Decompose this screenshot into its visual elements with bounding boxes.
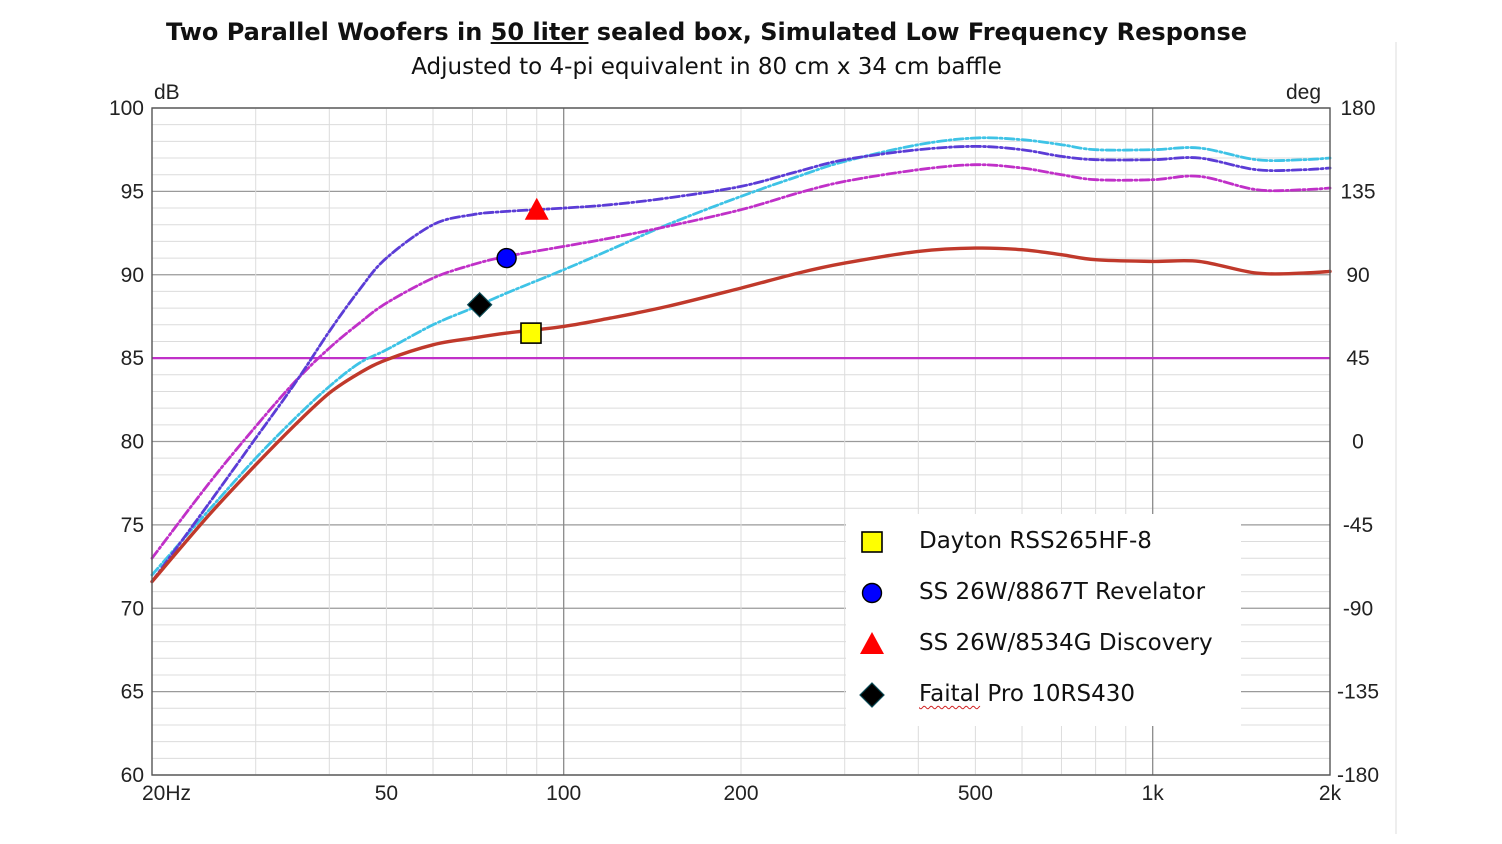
curve-dayton-rss265hf-8 [150,246,1332,584]
title-part-underlined: 50 liter [490,18,589,46]
legend-marker-dayton-rss265hf-8 [861,531,883,553]
legend-marker-ss-26w-8867t-revelator [861,582,883,604]
y-tick-right: 180 [1340,97,1375,120]
y-tick-right: 90 [1346,264,1369,287]
legend-label-faital-pro-10rs430: Faital Pro 10RS430 [919,681,1135,707]
curve-ss-26w-8867t-revelator [150,163,1332,560]
y-tick-left: 75 [121,514,144,537]
x-tick: 1k [1142,782,1165,805]
right-axis-unit-label: deg [1286,81,1321,104]
y-tick-left: 100 [109,97,144,120]
tick-labels: 60 65 70 75 80 85 90 95 100 -180 -135 -90 -45 0 45 90 13… [109,97,1379,805]
chart-title: Two Parallel Woofers in 50 liter sealed … [0,18,1413,46]
y-tick-left: 65 [121,681,144,704]
marker-ss-26w-8534g-discovery [524,197,549,220]
legend-label-dayton-rss265hf-8: Dayton RSS265HF-8 [919,528,1152,554]
marker-ss-26w-8867t-revelator [496,247,517,269]
y-tick-right: 45 [1346,347,1369,370]
y-tick-right: -45 [1343,514,1373,537]
y-tick-left: 90 [121,264,144,287]
x-tick: 50 [375,782,398,805]
curve-faital-pro-10rs430 [150,136,1332,577]
y-tick-left: 85 [121,347,144,370]
legend-label-ss-26w-8534g-discovery: SS 26W/8534G Discovery [919,630,1213,656]
curve-ss-26w-8534g-discovery [150,144,1332,583]
marker-dayton-rss265hf-8 [520,322,542,344]
plot-frame [151,107,1331,776]
left-axis-unit-label: dB [154,81,180,104]
plot-border [151,107,1331,776]
x-tick: 100 [546,782,581,805]
y-tick-right: -135 [1337,681,1379,704]
legend [846,514,1241,726]
x-tick: 500 [958,782,993,805]
title-part-before: Two Parallel Woofers in [165,18,491,46]
y-tick-left: 95 [121,180,144,203]
y-tick-right: 135 [1340,180,1375,203]
right-edge-divider [1395,42,1397,834]
y-tick-right: -90 [1343,597,1373,620]
y-tick-left: 80 [121,431,144,454]
chart-subtitle: Adjusted to 4-pi equivalent in 80 cm x 3… [411,54,1002,80]
y-tick-left: 60 [121,764,144,787]
legend-marker-faital-pro-10rs430 [859,682,885,708]
legend-marker-ss-26w-8534g-discovery [860,632,884,654]
legend-background [846,514,1241,726]
x-tick: 20Hz [142,782,191,805]
y-tick-right: 0 [1352,431,1364,454]
title-part-after: sealed box, Simulated Low Frequency Resp… [588,18,1248,46]
x-tick: 200 [723,782,758,805]
series-curves [150,136,1332,584]
legend-label-ss-26w-8867t-revelator: SS 26W/8867T Revelator [919,579,1206,605]
series-markers [466,197,549,344]
x-tick: 2k [1319,782,1342,805]
marker-faital-pro-10rs430 [466,291,493,318]
y-tick-left: 70 [121,597,144,620]
y-tick-right: -180 [1337,764,1379,787]
